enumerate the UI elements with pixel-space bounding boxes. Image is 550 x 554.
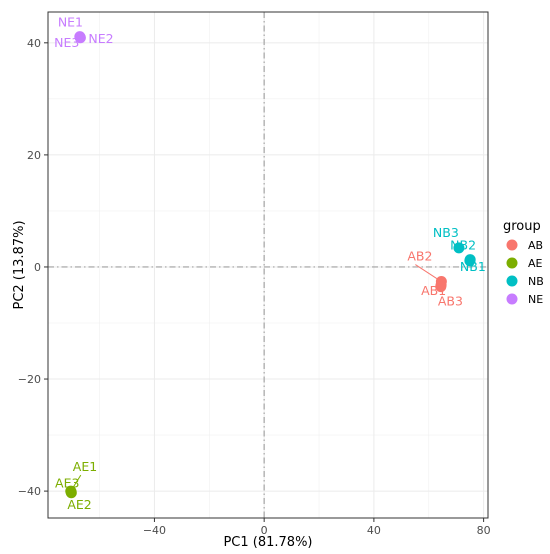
panel-border xyxy=(47,11,489,519)
label-leader-ab2 xyxy=(415,264,442,282)
data-points xyxy=(65,31,476,499)
legend-label-ne: NE xyxy=(528,293,543,306)
label-leader-ae1 xyxy=(70,474,82,492)
legend-label-ab: AB xyxy=(528,239,543,252)
legend-label-nb: NB xyxy=(528,275,544,288)
point-label-ne1: NE1 xyxy=(58,15,83,30)
y-axis-title: PC2 (13.87%) xyxy=(12,220,27,309)
legend-label-ae: AE xyxy=(528,257,543,270)
legend: group AB AE NB NE xyxy=(503,219,544,306)
point-label-ae3: AE3 xyxy=(55,476,79,491)
legend-key-ab xyxy=(506,239,518,251)
data-point-nb2 xyxy=(464,254,476,266)
x-tick-label: 0 xyxy=(261,524,268,537)
y-tick-label: 40 xyxy=(27,37,41,50)
legend-key-ae xyxy=(506,257,518,269)
legend-key-nb xyxy=(506,275,518,287)
point-label-ab3: AB3 xyxy=(438,294,463,309)
minor-grid xyxy=(48,12,488,518)
point-label-ab2: AB2 xyxy=(407,249,432,264)
point-label-ab1: AB1 xyxy=(421,283,446,298)
data-point-nb3 xyxy=(453,242,465,254)
data-point-ab3 xyxy=(435,281,447,293)
y-tick-label: 20 xyxy=(27,149,41,162)
legend-key-ne xyxy=(506,293,518,305)
point-label-nb1: NB1 xyxy=(460,259,486,274)
y-tick-label: −20 xyxy=(18,373,41,386)
data-point-ae3 xyxy=(65,486,77,498)
point-label-nb2: NB2 xyxy=(450,238,476,253)
point-label-nb3: NB3 xyxy=(433,225,459,240)
x-tick-label: −40 xyxy=(143,524,166,537)
y-tick-label: 0 xyxy=(34,261,41,274)
data-point-ne3 xyxy=(74,31,86,43)
x-axis-title: PC1 (81.78%) xyxy=(223,535,312,550)
legend-title: group xyxy=(503,219,541,234)
point-label-ne3: NE3 xyxy=(54,35,79,50)
x-tick-label: 80 xyxy=(477,524,491,537)
y-tick-label: −40 xyxy=(18,485,41,498)
x-tick-label: 40 xyxy=(367,524,381,537)
point-label-ne2: NE2 xyxy=(88,31,113,46)
point-label-ae2: AE2 xyxy=(67,497,91,512)
plot-panel xyxy=(48,12,488,518)
point-label-ae1: AE1 xyxy=(73,459,97,474)
